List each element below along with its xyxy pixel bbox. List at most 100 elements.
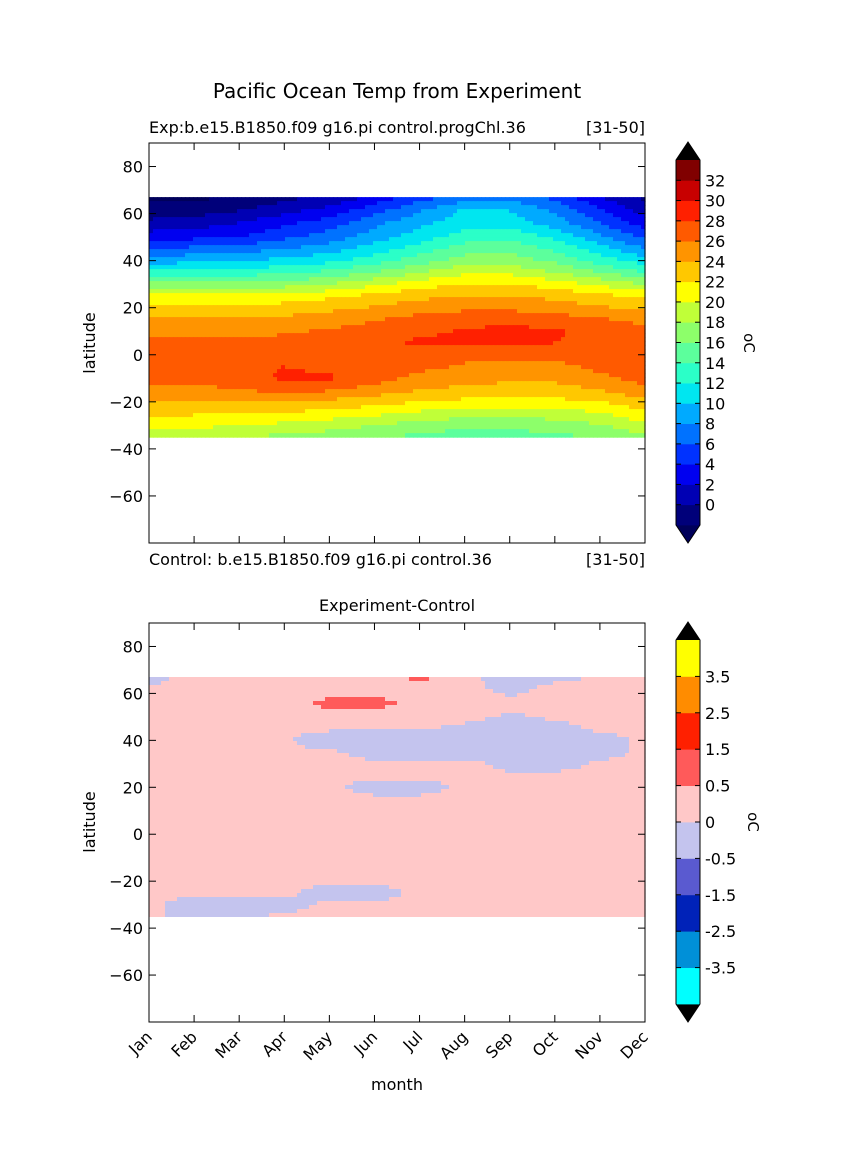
contour-cell [181, 353, 186, 358]
contour-cell [337, 209, 342, 214]
contour-cell [281, 249, 286, 254]
contour-cell [381, 325, 386, 330]
contour-cell [505, 241, 510, 246]
contour-cell [273, 241, 278, 246]
contour-cell [161, 253, 166, 258]
contour-cell [385, 329, 390, 334]
contour-cell [549, 249, 554, 254]
contour-cell [253, 357, 258, 362]
contour-cell [157, 213, 162, 218]
contour-cell [445, 265, 450, 270]
contour-cell [601, 269, 606, 274]
contour-cell [165, 201, 170, 206]
contour-cell [493, 333, 498, 338]
contour-cell [469, 317, 474, 322]
contour-cell [173, 337, 178, 342]
contour-cell [557, 333, 562, 338]
contour-cell [165, 233, 170, 238]
contour-cell [345, 261, 350, 266]
contour-cell [169, 217, 174, 222]
contour-cell [289, 257, 294, 262]
contour-cell [569, 341, 574, 346]
contour-cell [493, 217, 498, 222]
contour-cell [433, 353, 438, 358]
contour-cell [581, 245, 586, 250]
contour-cell [437, 209, 442, 214]
contour-cell [413, 353, 418, 358]
contour-cell [325, 289, 330, 294]
contour-cell [377, 301, 382, 306]
contour-cell [345, 257, 350, 262]
contour-cell [161, 273, 166, 278]
contour-cell [417, 333, 422, 338]
contour-cell [269, 245, 274, 250]
contour-cell [249, 321, 254, 326]
contour-cell [197, 357, 202, 362]
contour-cell [369, 345, 374, 350]
contour-cell [209, 293, 214, 298]
contour-cell [493, 257, 498, 262]
contour-cell [345, 249, 350, 254]
contour-cell [521, 297, 526, 302]
contour-cell [205, 245, 210, 250]
contour-cell [157, 233, 162, 238]
contour-cell [377, 261, 382, 266]
contour-cell [329, 197, 334, 202]
contour-cell [557, 349, 562, 354]
contour-cell [601, 341, 606, 346]
contour-cell [373, 333, 378, 338]
contour-cell [441, 249, 446, 254]
contour-cell [285, 265, 290, 270]
contour-cell [189, 313, 194, 318]
contour-cell [249, 357, 254, 362]
contour-cell [385, 317, 390, 322]
contour-cell [177, 297, 182, 302]
contour-cell [545, 233, 550, 238]
contour-cell [257, 357, 262, 362]
contour-cell [621, 241, 626, 246]
contour-cell [441, 301, 446, 306]
contour-cell [241, 277, 246, 282]
contour-cell [629, 317, 634, 322]
contour-cell [473, 221, 478, 226]
contour-cell [161, 349, 166, 354]
contour-cell [245, 237, 250, 242]
contour-cell [201, 337, 206, 342]
contour-cell [257, 229, 262, 234]
contour-cell [217, 221, 222, 226]
contour-cell [345, 277, 350, 282]
contour-cell [253, 205, 258, 210]
contour-cell [213, 269, 218, 274]
contour-cell [209, 297, 214, 302]
contour-cell [157, 209, 162, 214]
contour-cell [369, 213, 374, 218]
contour-cell [349, 353, 354, 358]
contour-cell [277, 281, 282, 286]
contour-cell [545, 241, 550, 246]
contour-cell [517, 321, 522, 326]
contour-cell [577, 233, 582, 238]
contour-cell [505, 297, 510, 302]
contour-cell [265, 285, 270, 290]
contour-cell [225, 353, 230, 358]
contour-cell [629, 305, 634, 310]
contour-cell [373, 341, 378, 346]
contour-cell [349, 265, 354, 270]
contour-cell [597, 293, 602, 298]
contour-cell [441, 293, 446, 298]
contour-cell [597, 329, 602, 334]
contour-cell [605, 285, 610, 290]
contour-cell [533, 261, 538, 266]
contour-cell [357, 241, 362, 246]
contour-cell [385, 229, 390, 234]
contour-cell [585, 345, 590, 350]
contour-cell [457, 313, 462, 318]
contour-cell [377, 237, 382, 242]
contour-cell [449, 225, 454, 230]
contour-cell [337, 273, 342, 278]
contour-cell [353, 325, 358, 330]
contour-cell [569, 277, 574, 282]
contour-cell [489, 209, 494, 214]
contour-cell [493, 233, 498, 238]
contour-cell [293, 353, 298, 358]
